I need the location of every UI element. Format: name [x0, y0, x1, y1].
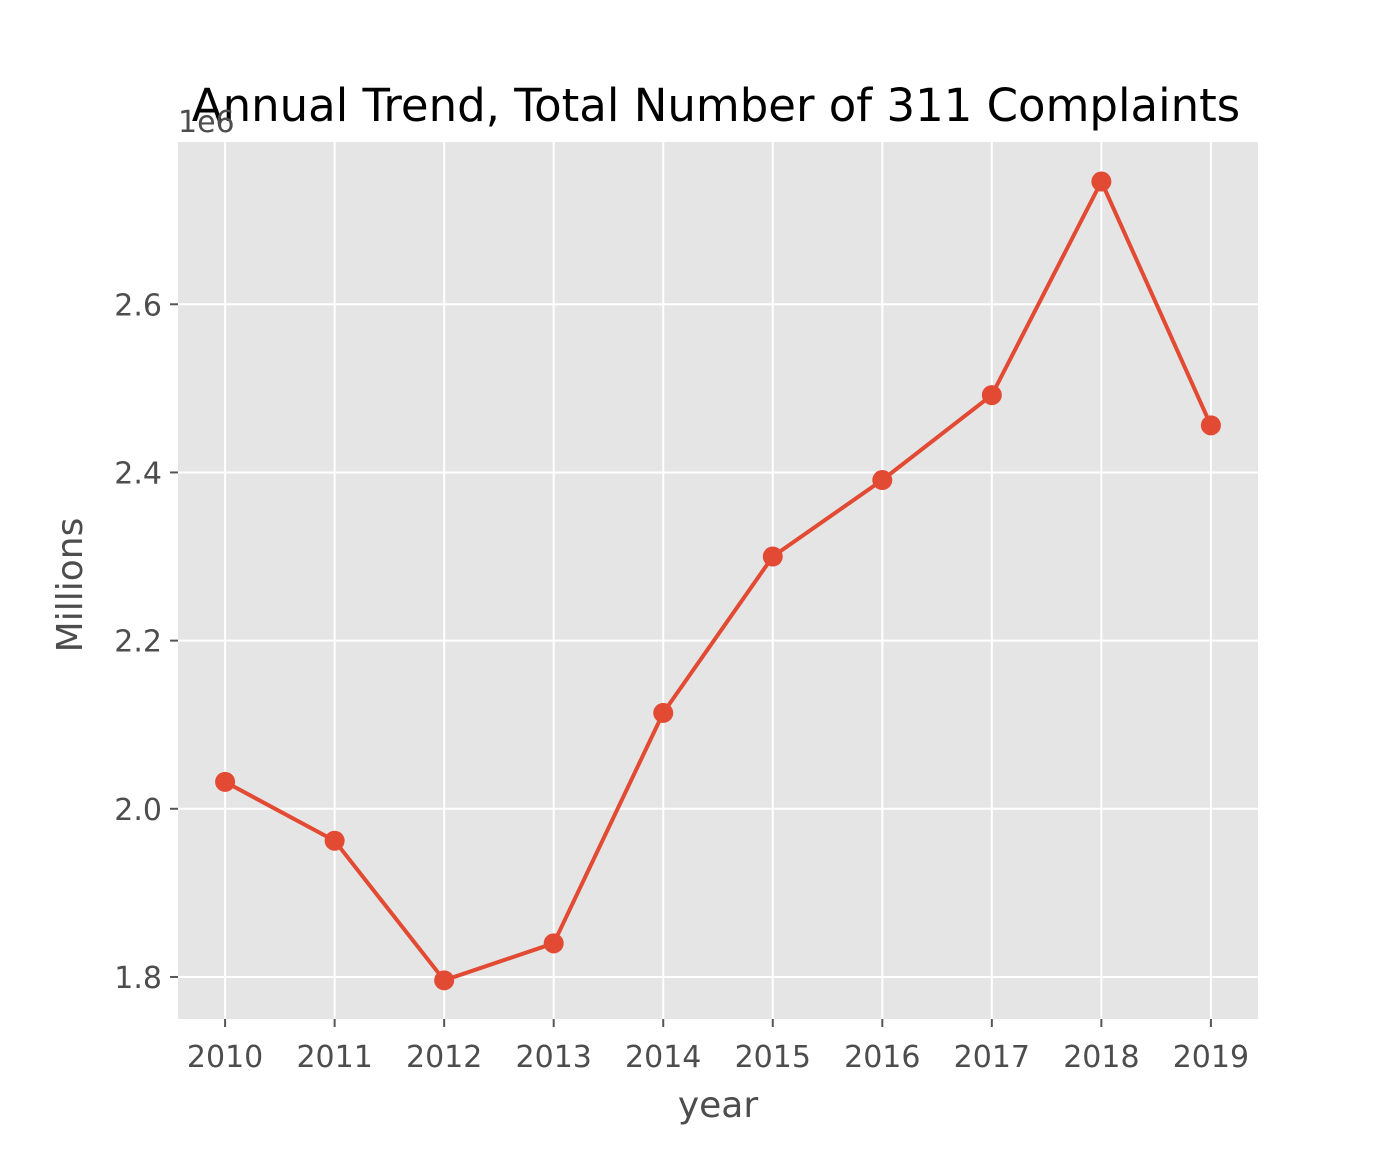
data-point-marker — [1200, 415, 1221, 436]
data-point-marker — [872, 470, 893, 491]
x-tick-label: 2016 — [844, 1040, 920, 1075]
data-point-marker — [434, 970, 455, 991]
x-tick-label: 2012 — [406, 1040, 482, 1075]
x-tick-label: 2011 — [296, 1040, 372, 1075]
data-point-marker — [653, 702, 674, 723]
y-tick-label: 2.2 — [114, 625, 162, 660]
x-tick-label: 2019 — [1173, 1040, 1249, 1075]
x-tick-label: 2013 — [516, 1040, 592, 1075]
gridlines — [178, 142, 1258, 1019]
data-point-marker — [215, 771, 236, 792]
y-tick-label: 2.0 — [114, 793, 162, 828]
plot-area — [178, 142, 1258, 1019]
data-point-marker — [762, 546, 783, 567]
data-point-marker — [543, 933, 564, 954]
x-tick-label: 2015 — [735, 1040, 811, 1075]
data-point-marker — [1091, 171, 1112, 192]
y-axis-label: Millions — [50, 518, 91, 653]
y-tick-label: 2.6 — [114, 288, 162, 323]
axis-ticks: 2010 2011 2012 2013 2014 2015 2016 2017 2018 2019… — [114, 288, 1249, 1075]
y-tick-label: 2.4 — [114, 456, 162, 491]
series-layer — [215, 171, 1221, 991]
x-tick-label: 2017 — [954, 1040, 1030, 1075]
data-point-marker — [324, 830, 345, 851]
chart-title: Annual Trend, Total Number of 311 Compla… — [192, 79, 1240, 132]
series-line — [223, 179, 1213, 983]
y-axis-offset-label: 1e6 — [178, 105, 235, 140]
data-point-marker — [981, 385, 1002, 406]
x-axis-label: year — [678, 1085, 759, 1126]
y-tick-label: 1.8 — [114, 961, 162, 996]
x-tick-label: 2014 — [625, 1040, 701, 1075]
x-tick-label: 2010 — [187, 1040, 263, 1075]
x-tick-label: 2018 — [1063, 1040, 1139, 1075]
